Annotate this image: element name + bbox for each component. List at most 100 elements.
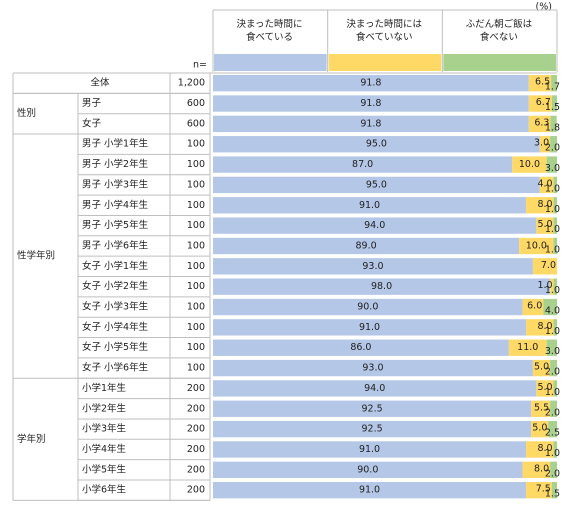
bar-segment bbox=[553, 237, 557, 255]
n-value: 100 bbox=[187, 363, 205, 374]
bar-segment bbox=[553, 380, 557, 397]
bar-segment bbox=[213, 420, 532, 438]
category-label: 小学6年生 bbox=[82, 484, 127, 496]
n-value: 100 bbox=[187, 342, 205, 353]
n-value: 100 bbox=[187, 322, 205, 333]
bar-segment bbox=[550, 359, 557, 377]
value-label: 1.0 bbox=[545, 244, 560, 255]
value-label: 4.0 bbox=[545, 306, 560, 317]
n-value: 200 bbox=[187, 485, 205, 496]
legend-label: ふだん朝ご飯は 食べない bbox=[465, 19, 533, 43]
value-label: 1.0 bbox=[545, 204, 560, 215]
category-label: 小学2年生 bbox=[82, 402, 127, 414]
value-label: 1.0 bbox=[545, 285, 560, 296]
bar-segment bbox=[519, 237, 554, 255]
bar-segment bbox=[553, 441, 557, 458]
value-label: 92.5 bbox=[362, 403, 383, 414]
bar-segment bbox=[512, 156, 547, 173]
value-label: 1.0 bbox=[545, 183, 560, 194]
category-label: 女子 小学4年生 bbox=[82, 321, 149, 333]
bar-segment bbox=[213, 156, 513, 173]
value-label: 1.0 bbox=[537, 280, 552, 291]
value-label: 4.0 bbox=[537, 178, 552, 189]
value-label: 91.0 bbox=[359, 322, 380, 333]
bar-segment bbox=[213, 197, 527, 214]
bar-segment bbox=[553, 217, 557, 234]
bar-segment bbox=[546, 156, 557, 173]
bar-segment bbox=[522, 298, 544, 316]
n-value: 200 bbox=[187, 464, 205, 475]
legend-label: 決まった時間には 食べていない bbox=[346, 19, 422, 43]
value-label: 87.0 bbox=[352, 159, 373, 170]
category-label: 男子 小学4年生 bbox=[82, 199, 149, 211]
value-label: 94.0 bbox=[364, 220, 385, 231]
value-label: 1.0 bbox=[545, 224, 560, 235]
n-value: 200 bbox=[187, 444, 205, 455]
value-label: 89.0 bbox=[356, 240, 377, 251]
category-label: 女子 bbox=[82, 117, 102, 129]
value-label: 3.0 bbox=[545, 163, 560, 174]
bar-segment bbox=[531, 400, 551, 417]
value-label: 86.0 bbox=[350, 342, 371, 353]
bar-segment bbox=[551, 75, 557, 92]
bar-segment bbox=[213, 441, 527, 458]
n-value: 600 bbox=[187, 118, 205, 129]
value-label: 2.0 bbox=[545, 367, 560, 378]
value-label: 5.0 bbox=[537, 382, 552, 393]
unit-label: (%) bbox=[536, 2, 552, 13]
value-label: 1.5 bbox=[545, 489, 560, 500]
bar-segment bbox=[213, 95, 529, 112]
value-label: 11.0 bbox=[517, 342, 538, 353]
category-label: 男子 小学3年生 bbox=[82, 178, 149, 190]
value-label: 93.0 bbox=[362, 363, 383, 374]
group-label: 性学年別 bbox=[17, 250, 55, 262]
bar-segment bbox=[213, 339, 509, 356]
n-value: 1,200 bbox=[178, 78, 205, 89]
n-value: 200 bbox=[187, 424, 205, 435]
category-label: 男子 bbox=[82, 98, 102, 109]
bar-segment bbox=[213, 359, 533, 377]
value-label: 10.0 bbox=[519, 159, 540, 170]
value-label: 91.0 bbox=[359, 444, 380, 455]
value-label: 91.8 bbox=[360, 118, 381, 129]
value-label: 6.0 bbox=[527, 301, 542, 312]
value-label: 7.0 bbox=[541, 260, 556, 271]
n-value: 200 bbox=[187, 383, 205, 394]
category-label: 男子 小学1年生 bbox=[82, 138, 149, 150]
bar-segment bbox=[213, 217, 537, 234]
bar-segment bbox=[550, 136, 557, 153]
bar-segment bbox=[526, 319, 554, 336]
category-label: 男子 小学6年生 bbox=[82, 239, 149, 251]
bar-segment bbox=[213, 400, 532, 417]
n-value: 100 bbox=[187, 261, 205, 272]
legend-swatch bbox=[214, 54, 327, 71]
n-value: 100 bbox=[187, 179, 205, 190]
bar-segment bbox=[213, 115, 529, 133]
value-label: 8.0 bbox=[537, 443, 552, 454]
value-label: 8.0 bbox=[537, 321, 552, 332]
value-label: 1.0 bbox=[545, 387, 560, 398]
bar-segment bbox=[528, 75, 552, 92]
bar-segment bbox=[213, 319, 527, 336]
bar-segment bbox=[532, 258, 557, 275]
value-label: 3.0 bbox=[545, 346, 560, 357]
bar-segment bbox=[550, 278, 554, 295]
category-label: 全体 bbox=[90, 77, 110, 89]
bar-segment bbox=[522, 461, 551, 478]
bar-segment bbox=[532, 359, 551, 377]
n-value: 100 bbox=[187, 281, 205, 292]
value-label: 10.0 bbox=[526, 240, 547, 251]
legend-swatch bbox=[443, 54, 556, 71]
n-value: 100 bbox=[187, 159, 205, 170]
n-value: 100 bbox=[187, 240, 205, 251]
value-label: 1.5 bbox=[545, 102, 560, 113]
value-label: 92.5 bbox=[362, 424, 383, 435]
value-label: 1.0 bbox=[545, 326, 560, 337]
bar-segment bbox=[526, 197, 554, 214]
value-label: 1.7 bbox=[545, 82, 560, 93]
value-label: 90.0 bbox=[357, 302, 378, 313]
bar-segment bbox=[550, 115, 557, 133]
bar-segment bbox=[536, 217, 554, 234]
value-label: 91.8 bbox=[360, 98, 381, 109]
